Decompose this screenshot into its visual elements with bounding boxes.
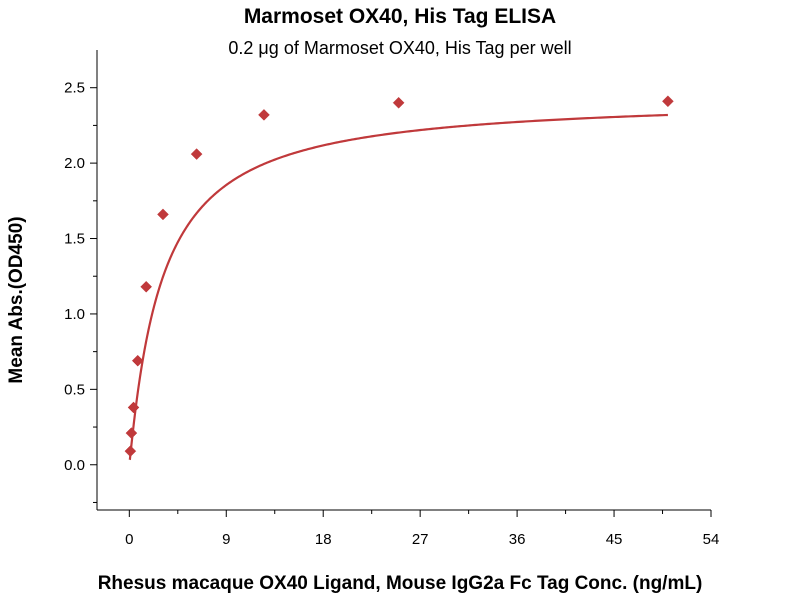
data-point-diamond [258,108,270,121]
tick-labels: 0.0 0.5 1.0 1.5 2.0 2.5 0 9 18 27 36 45 54 [64,80,719,548]
y-tick-label: 1.0 [64,306,85,323]
x-axis-title: Rhesus macaque OX40 Ligand, Mouse IgG2a … [98,573,703,594]
data-point-diamond [140,280,153,293]
y-tick-label: 1.5 [64,231,85,248]
fit-curve [128,113,668,461]
data-points [124,95,674,458]
x-tick-label: 27 [412,531,429,548]
x-tick-label: 18 [315,531,332,548]
y-tick-label: 0.5 [64,381,85,398]
axes-layer [90,50,712,517]
data-point-diamond [125,427,138,439]
data-point-diamond [131,354,144,367]
y-tick-label: 2.0 [64,155,85,172]
x-tick-label: 54 [703,531,720,548]
data-point-diamond [190,148,203,160]
y-tick-label: 2.5 [64,80,85,97]
data-point-diamond [392,96,405,109]
data-point-diamond [127,401,140,414]
x-tick-label: 0 [125,531,133,548]
x-tick-label: 36 [509,531,526,548]
data-point-diamond [157,208,169,221]
data-point-diamond [124,445,137,458]
x-tick-label: 45 [606,531,623,548]
chart-subtitle: 0.2 μg of Marmoset OX40, His Tag per wel… [228,38,572,58]
x-tick-label: 9 [222,531,230,548]
y-tick-label: 0.0 [64,457,85,474]
y-axis-title: Mean Abs.(OD450) [6,216,27,383]
chart-title: Marmoset OX40, His Tag ELISA [243,5,557,28]
data-point-diamond [662,95,674,108]
